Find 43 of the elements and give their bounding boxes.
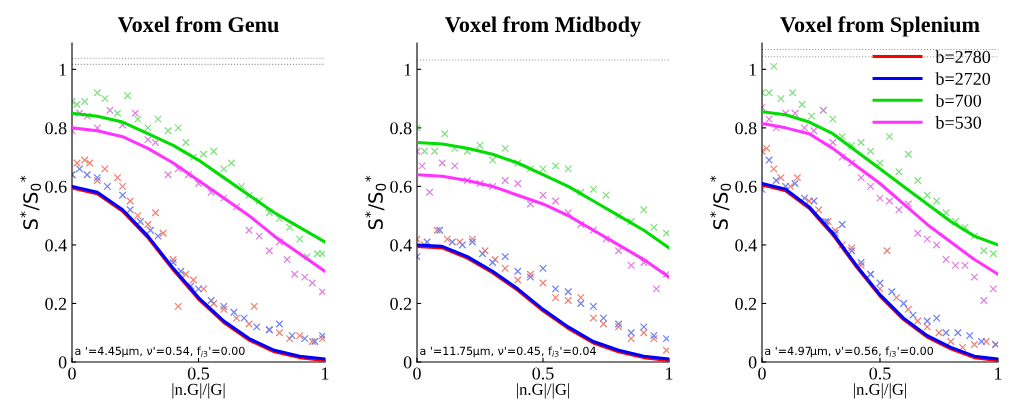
legend-label: b=530	[935, 116, 982, 129]
x-tick-label: 1	[322, 367, 329, 380]
x-axis-title: |n.G|/|G|	[516, 383, 570, 399]
y-tick-label: 1	[59, 63, 67, 76]
x-tick-label: 1	[666, 367, 673, 380]
y-tick-label: 0.4	[390, 239, 412, 252]
y-tick-label: 0.8	[45, 122, 67, 135]
y-tick-label: 0.8	[390, 122, 412, 135]
annotation: a '=4.45µm, ν'=0.54, f$_{i3}$'=0.00	[75, 346, 245, 358]
annotation: a '=11.75µm, ν'=0.45, f$_{i3}$'=0.04	[420, 346, 596, 358]
annotation: a '=4.97µm, ν'=0.56, f$_{i3}$'=0.00	[765, 346, 934, 358]
chart-title: Voxel from Midbody	[445, 16, 641, 37]
y-tick-label: 1	[749, 63, 757, 76]
y-tick-label: 0.6	[45, 180, 67, 193]
y-tick-label: 0	[748, 356, 757, 369]
y-tick-label: 0.2	[735, 297, 757, 310]
y-tick-label: 0.2	[390, 297, 412, 310]
y-axis-title: S$^{*}$/S$_{0}$$^{*}$	[20, 175, 41, 230]
x-tick-label: 0.5	[869, 367, 891, 380]
y-tick-label: 0.4	[735, 239, 757, 252]
x-axis-title: |n.G|/|G|	[853, 383, 907, 399]
x-tick-label: 0.5	[532, 367, 554, 380]
y-tick-label: 1	[404, 63, 412, 76]
y-axis-title: S$^{*}$/S$_{0}$$^{*}$	[710, 175, 731, 230]
legend-label: b=2720	[935, 72, 991, 85]
y-axis-title: S$^{*}$/S$_{0}$$^{*}$	[365, 175, 386, 230]
x-tick-label: 0	[413, 367, 421, 380]
y-tick-label: 0.2	[45, 297, 67, 310]
y-tick-label: 0	[58, 356, 67, 369]
chart-title: Voxel from Splenium	[780, 16, 980, 37]
chart-title: Voxel from Genu	[117, 16, 279, 33]
y-tick-label: 0	[403, 356, 412, 369]
x-tick-label: 0	[68, 367, 76, 380]
x-tick-label: 0.5	[187, 367, 210, 380]
y-tick-label: 0.8	[735, 122, 757, 135]
y-tick-label: 0.4	[45, 239, 67, 252]
legend-label: b=700	[935, 94, 982, 107]
y-tick-label: 0.6	[390, 180, 412, 193]
x-axis-title: |n.G|/|G|	[172, 383, 225, 399]
x-tick-label: 0	[758, 367, 766, 380]
legend-label: b=2780	[935, 50, 991, 64]
x-tick-label: 1	[995, 367, 1002, 380]
y-tick-label: 0.6	[735, 180, 757, 193]
